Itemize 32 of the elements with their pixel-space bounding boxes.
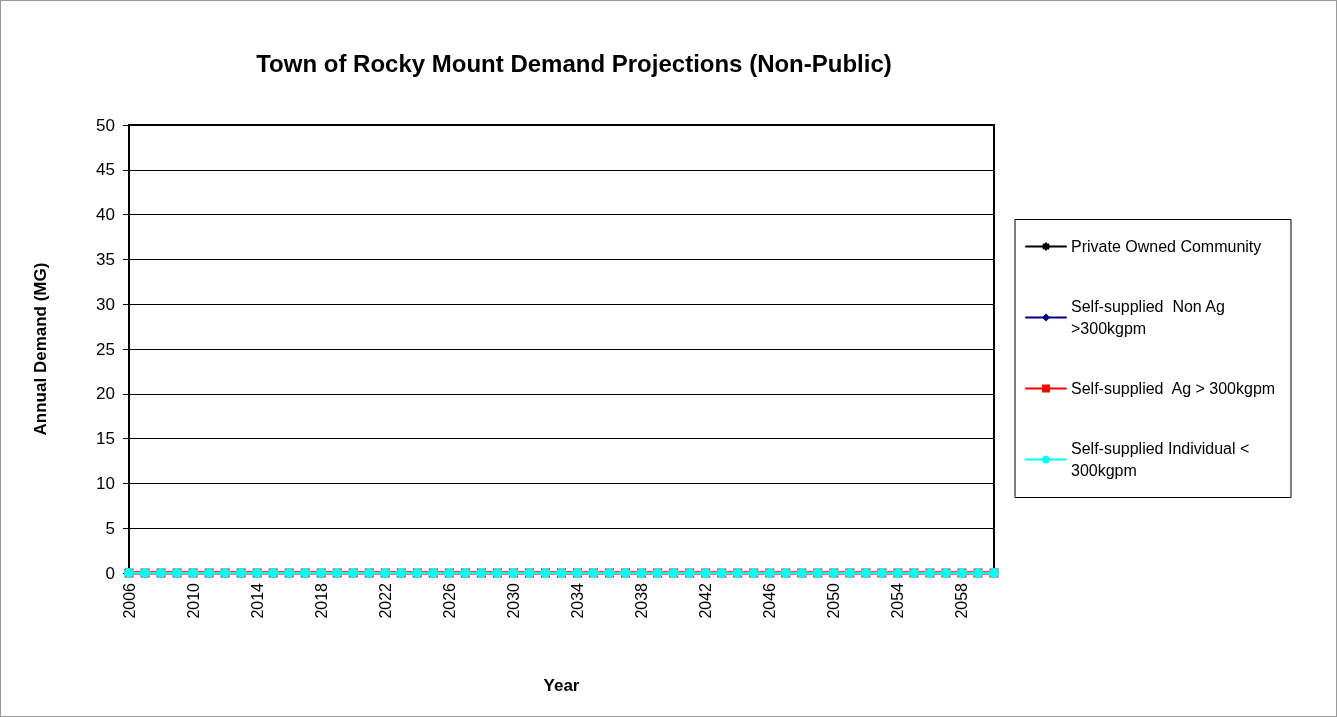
- x-tick-label: 2030: [504, 582, 522, 619]
- x-tick-label: 2050: [825, 582, 843, 619]
- x-tick-label: 2022: [376, 582, 394, 619]
- legend-label: Private Owned Community: [1071, 238, 1262, 255]
- x-tick-label: 2038: [633, 582, 651, 619]
- x-tick-label: 2034: [569, 582, 587, 619]
- y-tick-label: 50: [96, 115, 115, 135]
- y-tick-label: 15: [96, 429, 115, 449]
- y-axis-title: Annual Demand (MG): [31, 262, 50, 436]
- y-tick-label: 40: [96, 205, 115, 225]
- chart-title: Town of Rocky Mount Demand Projections (Non-Public): [256, 49, 892, 77]
- x-tick-label: 2046: [761, 582, 779, 619]
- x-tick-label: 2018: [312, 582, 330, 619]
- x-tick-label: 2026: [440, 582, 458, 619]
- legend-label: Self-supplied Individual < 300kgpm: [1071, 440, 1254, 479]
- y-tick-label: 0: [105, 563, 115, 583]
- y-tick-label: 10: [96, 473, 115, 493]
- x-tick-label: 2042: [697, 582, 715, 619]
- legend-label: Self-supplied Non Ag >300kgpm: [1071, 298, 1230, 337]
- y-tick-label: 5: [105, 518, 115, 538]
- y-tick-label: 45: [96, 160, 115, 180]
- x-tick-label: 2054: [889, 582, 907, 619]
- y-tick-label: 35: [96, 249, 115, 269]
- x-tick-label: 2058: [953, 582, 971, 619]
- legend-label: Self-supplied Ag > 300kgpm: [1071, 380, 1276, 397]
- y-tick-label: 25: [96, 339, 115, 359]
- x-tick-label: 2014: [248, 582, 266, 619]
- y-tick-label: 30: [96, 294, 115, 314]
- x-tick-label: 2010: [184, 582, 202, 619]
- x-axis-title: Year: [543, 676, 580, 695]
- y-tick-label: 20: [96, 384, 115, 404]
- x-tick-label: 2006: [120, 582, 138, 619]
